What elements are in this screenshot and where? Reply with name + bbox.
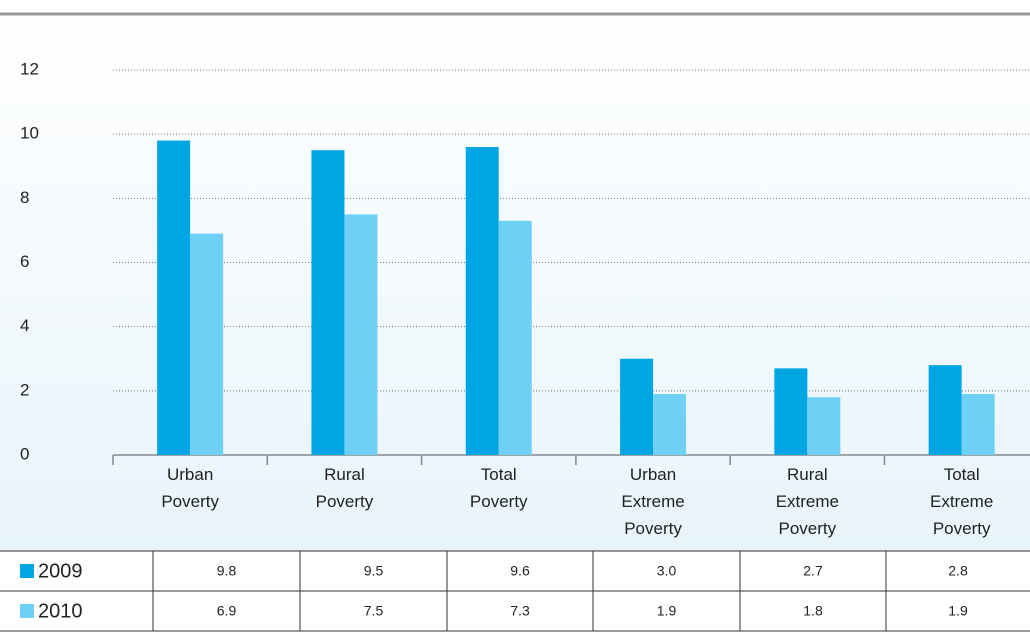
bar bbox=[311, 150, 345, 456]
table-cell: 1.9 bbox=[948, 603, 968, 619]
bar bbox=[653, 394, 687, 455]
table-cell: 1.9 bbox=[657, 603, 677, 619]
table-cell: 2.7 bbox=[803, 563, 823, 579]
bar bbox=[774, 368, 808, 455]
y-tick-label: 2 bbox=[20, 380, 29, 399]
bar bbox=[620, 358, 654, 455]
bar bbox=[961, 394, 995, 455]
y-tick-label: 4 bbox=[20, 316, 29, 335]
table-cell: 7.5 bbox=[364, 603, 384, 619]
table-cell: 7.3 bbox=[510, 603, 530, 619]
x-tick-label: Rural Poverty bbox=[316, 465, 374, 511]
bar bbox=[157, 140, 191, 456]
x-tick-label: Rural Extreme Poverty bbox=[776, 465, 839, 538]
table-cell: 2.8 bbox=[948, 563, 968, 579]
legend-swatch bbox=[20, 564, 34, 578]
x-tick-label: Urban Extreme Poverty bbox=[621, 465, 684, 538]
x-tick-label: Total Poverty bbox=[470, 465, 528, 511]
y-tick-label: 12 bbox=[20, 59, 39, 78]
y-tick-label: 6 bbox=[20, 252, 29, 271]
table-background bbox=[0, 551, 1030, 634]
bar bbox=[807, 397, 841, 455]
table-cell: 3.0 bbox=[657, 563, 677, 579]
table-cell: 9.5 bbox=[364, 563, 384, 579]
table-cell: 1.8 bbox=[803, 603, 823, 619]
bar bbox=[498, 220, 532, 455]
bar bbox=[465, 147, 499, 455]
table-cell: 9.6 bbox=[510, 563, 530, 579]
bar bbox=[190, 233, 224, 455]
bar bbox=[344, 214, 378, 455]
table-cell: 9.8 bbox=[217, 563, 237, 579]
legend-label: 2009 bbox=[38, 560, 83, 582]
y-tick-label: 8 bbox=[20, 188, 29, 207]
table-cell: 6.9 bbox=[217, 603, 237, 619]
legend-label: 2010 bbox=[38, 600, 83, 622]
bar bbox=[928, 365, 962, 455]
x-tick-label: Total Extreme Poverty bbox=[930, 465, 993, 538]
y-tick-label: 10 bbox=[20, 124, 39, 143]
y-tick-label: 0 bbox=[20, 444, 29, 463]
x-tick-label: Urban Poverty bbox=[161, 465, 219, 511]
legend-swatch bbox=[20, 604, 34, 618]
